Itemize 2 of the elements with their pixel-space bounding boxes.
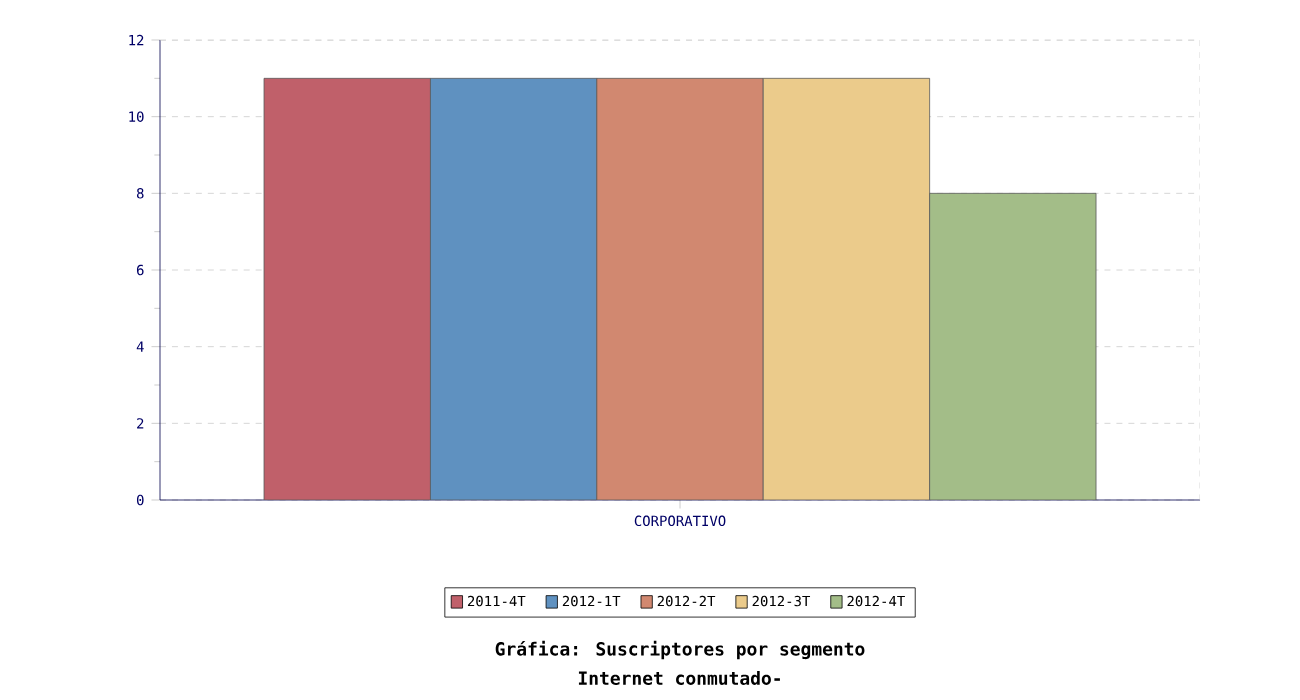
text: Gráfica: Suscriptores por segmento (495, 640, 865, 660)
text: Internet conmutado- (578, 671, 780, 685)
